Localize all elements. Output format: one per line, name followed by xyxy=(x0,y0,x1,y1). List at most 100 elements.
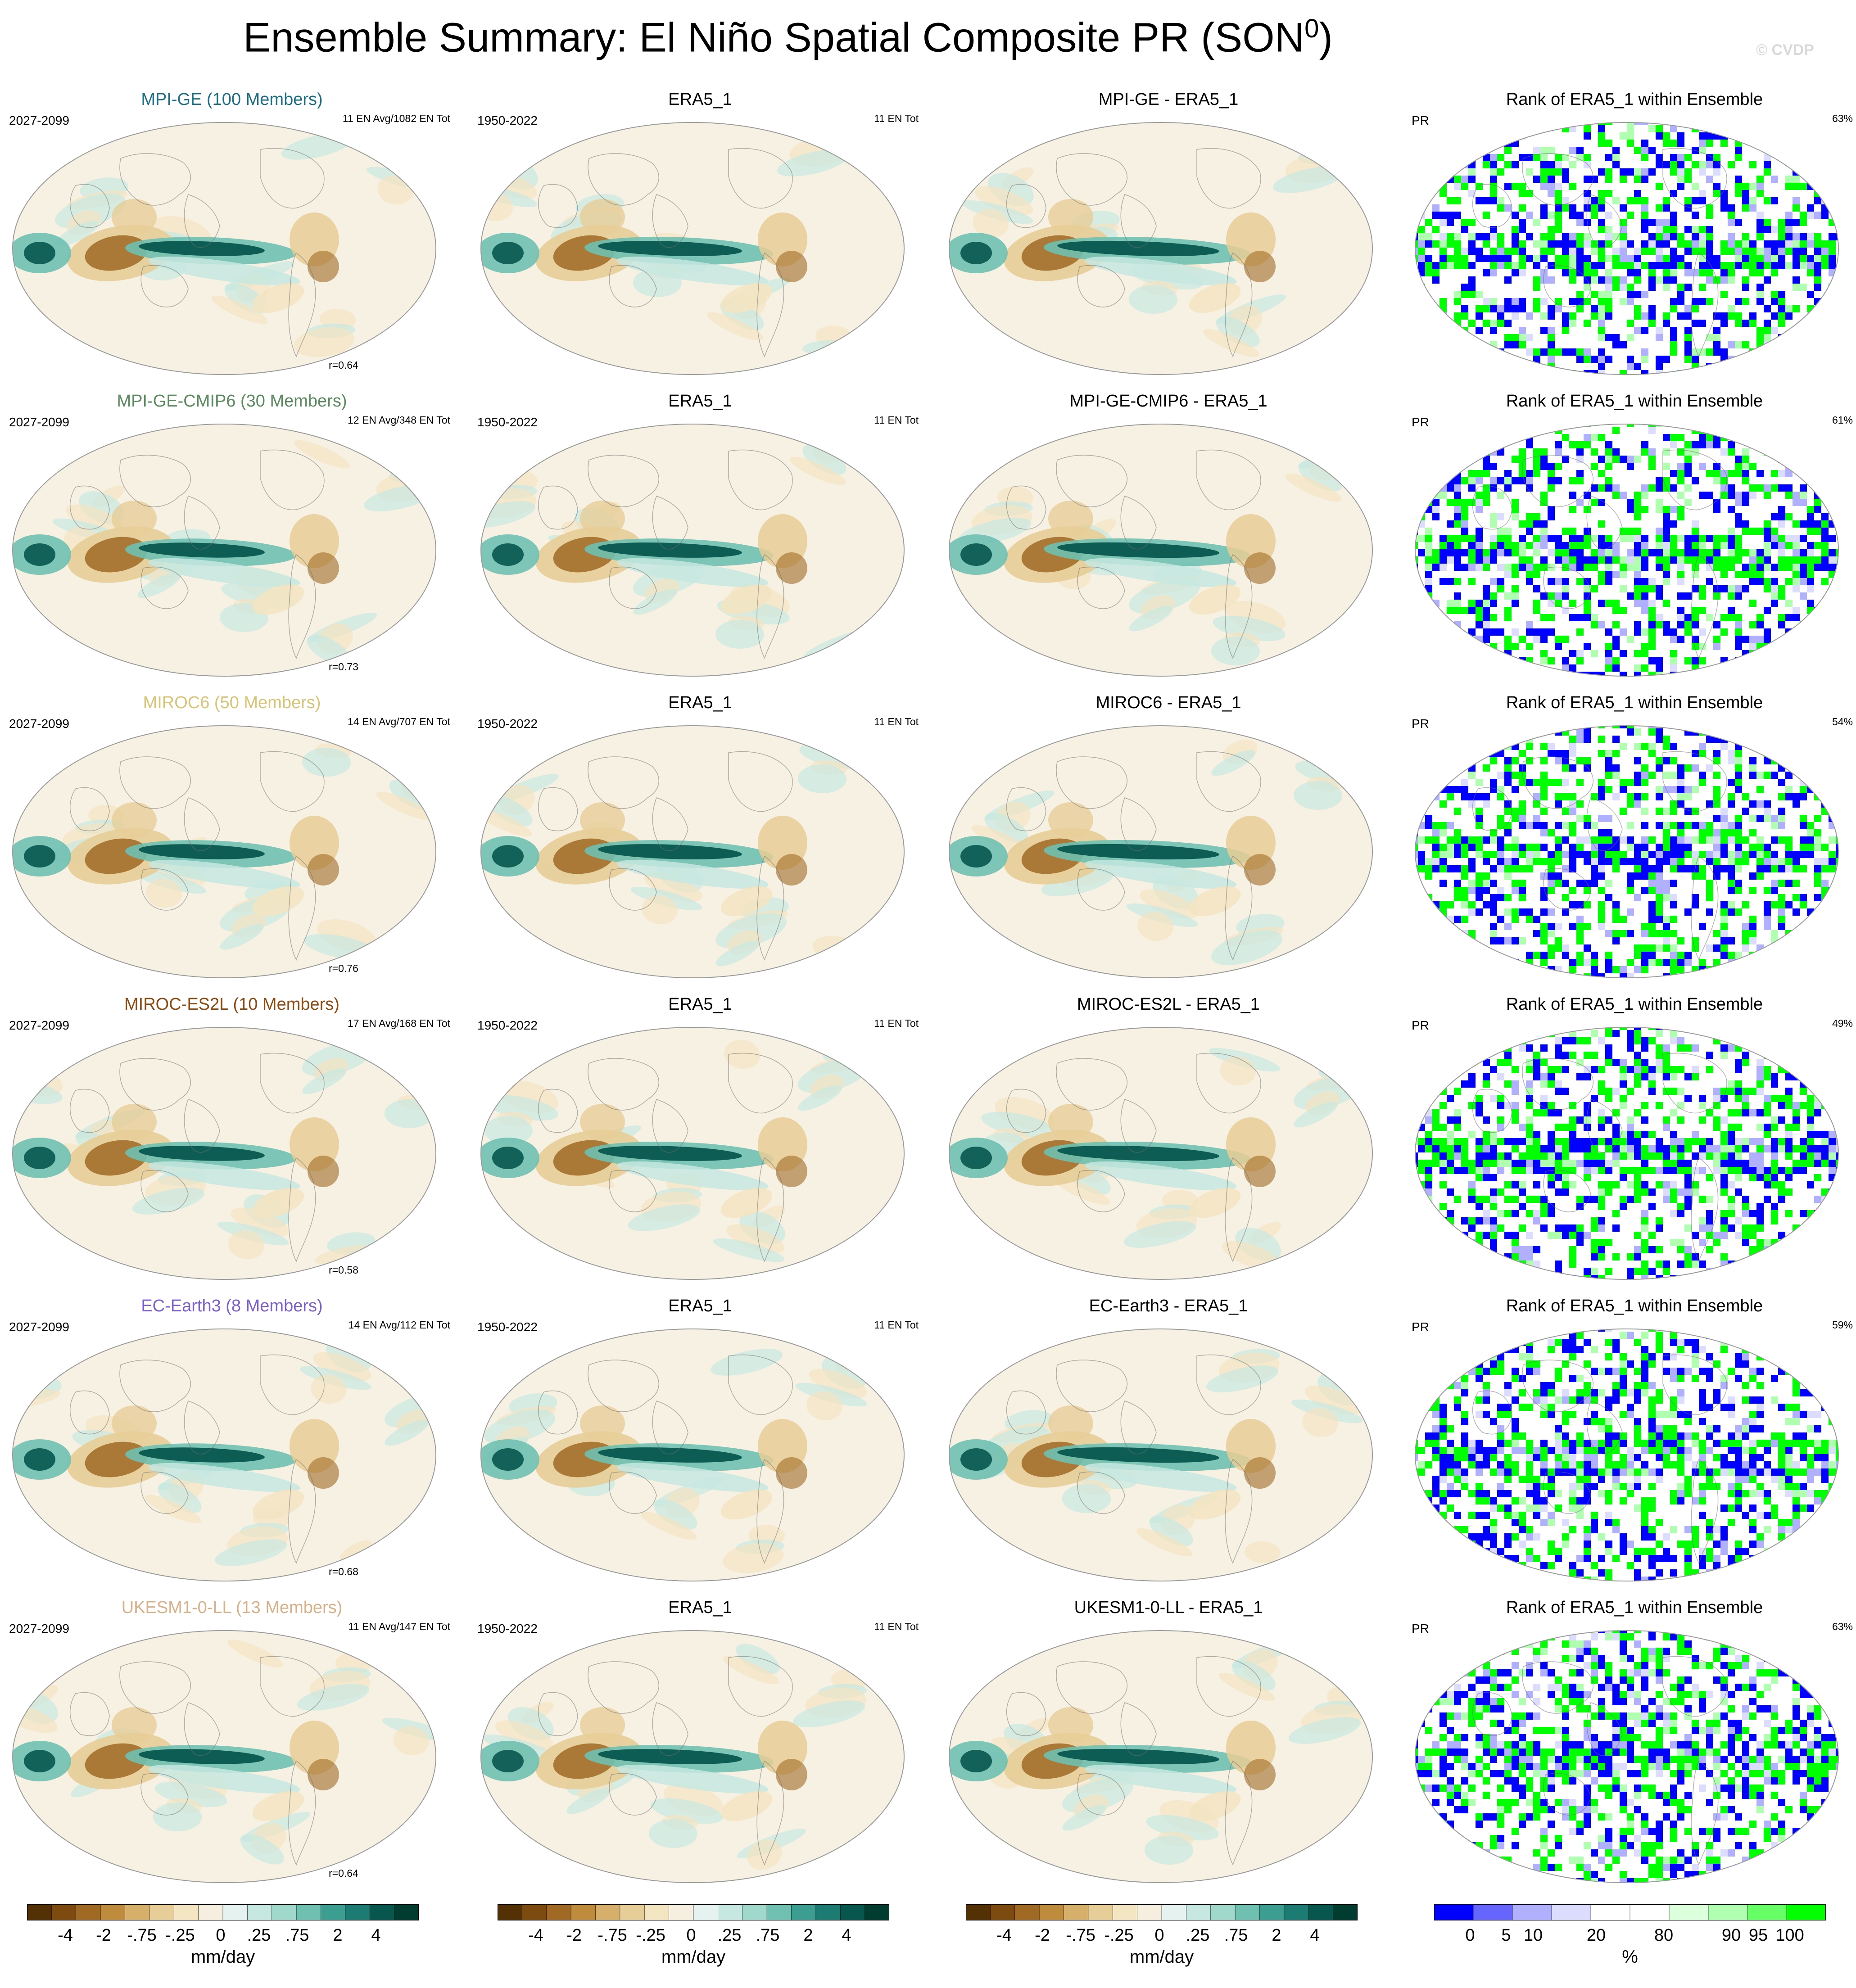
rank-cell xyxy=(1807,1239,1814,1246)
rank-cell xyxy=(1483,636,1490,643)
rank-cell xyxy=(1663,1261,1670,1268)
rank-cell xyxy=(1670,122,1677,125)
rank-cell xyxy=(1425,944,1432,952)
rank-cell xyxy=(1836,728,1838,736)
rank-cell xyxy=(1706,1275,1713,1279)
rank-cell xyxy=(1684,269,1692,276)
rank-cell xyxy=(1829,190,1836,197)
rank-cell xyxy=(1591,448,1598,456)
rank-cell xyxy=(1605,140,1612,147)
rank-cell xyxy=(1605,269,1612,276)
rank-cell xyxy=(1634,528,1641,535)
composite-map xyxy=(12,122,436,375)
rank-cell xyxy=(1742,1224,1749,1232)
rank-cell xyxy=(1641,1131,1648,1138)
rank-cell xyxy=(1742,1210,1749,1217)
rank-cell xyxy=(1778,506,1785,513)
rank-cell xyxy=(1591,499,1598,506)
rank-cell xyxy=(1706,1246,1713,1253)
rank-cell xyxy=(1742,492,1749,499)
rank-cell xyxy=(1425,621,1432,628)
rank-cell xyxy=(1576,844,1584,851)
rank-cell xyxy=(1504,305,1512,312)
coastline xyxy=(1691,554,1719,659)
rank-cell xyxy=(1548,930,1555,937)
rank-cell xyxy=(1656,204,1663,212)
rank-cell xyxy=(1519,549,1526,556)
rank-cell xyxy=(1555,448,1562,456)
coastline xyxy=(1120,194,1157,248)
rank-cell xyxy=(1584,233,1591,240)
rank-cell xyxy=(1584,284,1591,291)
rank-cell xyxy=(1533,262,1540,269)
rank-cell xyxy=(1756,865,1764,872)
rank-cell xyxy=(1569,600,1576,607)
rank-cell xyxy=(1497,1188,1504,1196)
anomaly-blob xyxy=(1244,854,1276,886)
rank-cell xyxy=(1576,628,1584,636)
rank-cell xyxy=(1648,1246,1656,1253)
rank-cell xyxy=(1533,1052,1540,1059)
rank-cell xyxy=(1468,836,1476,844)
rank-cell xyxy=(1576,477,1584,484)
rank-cell xyxy=(1483,973,1490,978)
rank-cell xyxy=(1415,585,1418,592)
rank-cell xyxy=(1793,858,1800,865)
rank-cell xyxy=(1533,844,1540,851)
rank-cell xyxy=(1533,1027,1540,1030)
rank-cell xyxy=(1440,549,1447,556)
rank-cell xyxy=(1548,327,1555,334)
rank-cell xyxy=(1656,757,1663,764)
rank-cell xyxy=(1720,980,1728,982)
rank-cell xyxy=(1490,427,1497,434)
rank-cell xyxy=(1800,564,1807,571)
composite-map xyxy=(949,1328,1373,1581)
rank-cell xyxy=(1706,836,1713,844)
rank-cell xyxy=(1598,327,1605,334)
rank-cell xyxy=(1670,944,1677,952)
rank-cell xyxy=(1540,743,1548,750)
map-outline xyxy=(12,1027,436,1280)
rank-cell xyxy=(1771,851,1778,858)
rank-cell xyxy=(1490,549,1497,556)
rank-cell xyxy=(1807,564,1814,571)
event-count: 11 EN Tot xyxy=(874,1319,919,1331)
rank-cell xyxy=(1800,793,1807,800)
rank-cell xyxy=(1490,1232,1497,1239)
rank-cell xyxy=(1620,262,1627,269)
rank-cell xyxy=(1692,614,1699,621)
rank-cell xyxy=(1504,1181,1512,1188)
anomaly-blob xyxy=(1129,285,1177,314)
rank-cell xyxy=(1591,966,1598,973)
rank-cell xyxy=(1627,1037,1634,1044)
rank-cell xyxy=(1591,484,1598,492)
rank-cell xyxy=(1735,1152,1742,1160)
rank-cell xyxy=(1641,154,1648,161)
rank-cell xyxy=(1512,1066,1519,1073)
rank-cell xyxy=(1684,327,1692,334)
rank-cell xyxy=(1519,183,1526,190)
rank-cell xyxy=(1490,851,1497,858)
rank-cell xyxy=(1771,1160,1778,1167)
rank-cell xyxy=(1814,1145,1821,1152)
rank-cell xyxy=(1641,327,1648,334)
rank-cell xyxy=(1476,894,1483,901)
rank-cell xyxy=(1468,276,1476,284)
rank-cell xyxy=(1807,1268,1814,1275)
panel-title: ERA5_1 xyxy=(668,392,732,411)
rank-cell xyxy=(1490,578,1497,585)
rank-cell xyxy=(1476,880,1483,887)
rank-cell xyxy=(1728,276,1735,284)
map-outline xyxy=(1415,1027,1839,1280)
rank-cell xyxy=(1461,1167,1468,1174)
rank-cell xyxy=(1670,506,1677,513)
rank-cell xyxy=(1504,923,1512,930)
rank-cell xyxy=(1576,800,1584,808)
rank-cell xyxy=(1591,1030,1598,1037)
rank-cell xyxy=(1771,858,1778,865)
coastline xyxy=(728,751,793,812)
rank-cell xyxy=(1584,1174,1591,1181)
rank-cell xyxy=(1641,1044,1648,1052)
rank-cell xyxy=(1533,219,1540,226)
rank-cell xyxy=(1612,1030,1620,1037)
